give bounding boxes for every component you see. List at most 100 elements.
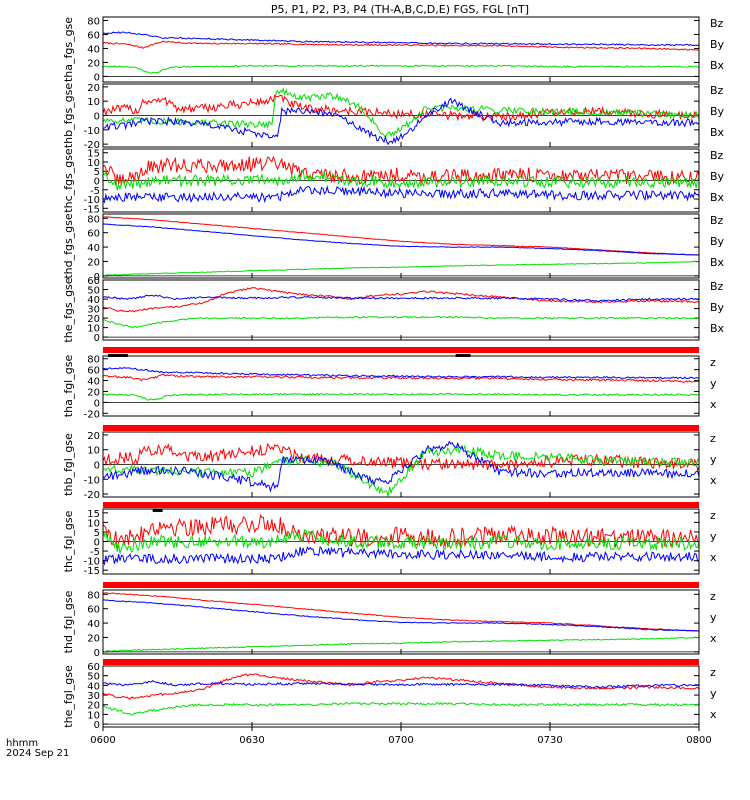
series-group (103, 155, 699, 204)
panel-2: thb_fgs_gse -20 -10 0 10 20 Bz By Bx (62, 83, 725, 152)
series-z-line (103, 513, 699, 552)
y-tick-label: 60 (87, 30, 100, 41)
y-tick-label: 50 (87, 286, 100, 297)
y-tick-label: 10 (87, 518, 100, 529)
legend-bz: Bz (710, 17, 724, 30)
y-tick-label: 40 (87, 619, 100, 630)
status-bar (103, 659, 699, 665)
status-bar (103, 582, 699, 588)
y-tick-label: -20 (84, 490, 100, 501)
series-Bx-line (103, 185, 699, 204)
y-tick-label: 20 (87, 83, 100, 94)
legend-by: By (710, 38, 725, 51)
y-tick-label: -10 (84, 195, 100, 206)
legend-bx: Bx (710, 322, 725, 335)
date-label: 2024 Sep 21 (6, 748, 69, 759)
y-tick-label: -10 (84, 126, 100, 137)
legend-bz: Bz (710, 280, 724, 293)
status-bar-segment (107, 354, 128, 357)
series-Bz-line (103, 94, 699, 122)
legend-y: y (710, 530, 717, 543)
legend-bx: Bx (710, 256, 725, 269)
panel-frame (102, 665, 700, 728)
status-bar (103, 425, 699, 431)
series-group (103, 216, 699, 276)
y-tick-label: 30 (87, 305, 100, 316)
legend-bz: Bz (710, 214, 724, 227)
y-tick-label: 40 (87, 295, 100, 306)
legend-by: By (710, 170, 725, 183)
y-tick-label: -10 (84, 475, 100, 486)
status-bar-fill (103, 502, 699, 508)
status-bar-fill (103, 347, 699, 353)
y-tick-label: -20 (84, 409, 100, 420)
legend-by: By (710, 105, 725, 118)
series-group (103, 31, 699, 74)
status-bar-segment (455, 354, 471, 357)
series-Bx-line (103, 223, 699, 256)
x-tick-label: 0700 (388, 735, 413, 746)
y-tick-label: 0 (94, 648, 100, 659)
legend-by: By (710, 301, 725, 314)
y-axis-label: the_fgs_gse (62, 277, 75, 342)
panel-9: thd_fgl_gse 0 20 40 60 80 zyx (62, 589, 717, 659)
y-tick-label: 60 (87, 366, 100, 377)
series-group (103, 673, 699, 716)
x-tick-label: 0800 (686, 735, 711, 746)
series-By-line (103, 260, 699, 276)
legend-bz: Bz (710, 84, 724, 97)
legend-x: x (710, 632, 717, 645)
y-tick-label: 15 (87, 149, 100, 160)
series-group (103, 87, 699, 146)
series-group (103, 366, 699, 401)
y-tick-label: 80 (87, 214, 100, 225)
legend-bz: Bz (710, 149, 724, 162)
y-tick-label: 0 (94, 112, 100, 123)
panel-4: thd_fgs_gse 0 20 40 60 80 Bz By Bx (62, 213, 725, 283)
series-x-line (103, 680, 699, 689)
y-tick-label: 10 (87, 710, 100, 721)
legend-z: z (710, 666, 716, 679)
y-tick-label: 20 (87, 633, 100, 644)
y-tick-label: -15 (84, 204, 100, 215)
series-group (103, 440, 699, 497)
chart-title: P5, P1, P2, P3, P4 (TH-A,B,C,D,E) FGS, F… (271, 3, 529, 16)
y-tick-label: 20 (87, 431, 100, 442)
y-tick-label: 0 (94, 333, 100, 344)
series-x-line (103, 440, 699, 493)
status-bar-segment (152, 509, 163, 512)
y-tick-label: -5 (90, 547, 100, 558)
legend-z: z (710, 590, 716, 603)
y-tick-label: -20 (84, 140, 100, 151)
legend-y: y (710, 377, 717, 390)
y-axis-label: thc_fgl_gse (62, 510, 75, 572)
y-axis-label: the_fgl_gse (62, 665, 75, 728)
series-Bz-line (103, 40, 699, 51)
panel-frame (102, 16, 700, 83)
y-tick-label: 60 (87, 229, 100, 240)
y-tick-label: 10 (87, 446, 100, 457)
series-x-line (103, 366, 699, 380)
y-tick-label: 5 (94, 528, 100, 539)
y-tick-label: 0 (94, 177, 100, 188)
legend-z: z (710, 432, 716, 445)
status-bar (103, 347, 699, 357)
y-tick-label: 40 (87, 377, 100, 388)
legend-y: y (710, 687, 717, 700)
y-tick-label: 60 (87, 276, 100, 287)
x-axis: 0600 0630 0700 0730 0800 (90, 727, 712, 746)
y-tick-label: 40 (87, 44, 100, 55)
y-tick-label: 40 (87, 243, 100, 254)
series-x-line (103, 546, 699, 566)
series-By-line (103, 168, 699, 191)
y-tick-label: 15 (87, 509, 100, 520)
y-tick-label: -10 (84, 557, 100, 568)
series-Bx-line (103, 97, 699, 146)
